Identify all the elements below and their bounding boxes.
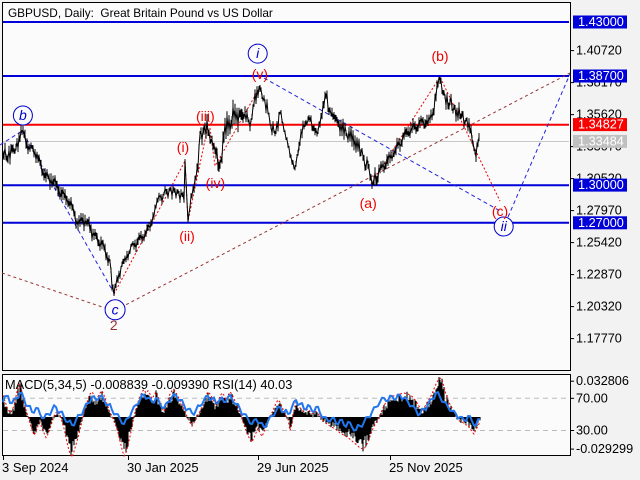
svg-text:ii: ii	[501, 218, 508, 234]
svg-text:2: 2	[110, 317, 118, 333]
svg-text:(ii): (ii)	[179, 228, 195, 244]
svg-text:i: i	[256, 45, 260, 61]
svg-text:1.40720: 1.40720	[576, 44, 622, 58]
svg-text:1.43000: 1.43000	[578, 15, 624, 29]
svg-text:(iii): (iii)	[196, 108, 215, 124]
svg-text:MACD(5,34,5) -0.008839 -0.0093: MACD(5,34,5) -0.008839 -0.009390 RSI(14)…	[5, 377, 292, 392]
svg-text:(a): (a)	[360, 195, 377, 211]
svg-text:(b): (b)	[431, 48, 448, 64]
svg-text:3 Sep 2024: 3 Sep 2024	[2, 460, 69, 475]
svg-text:1.20320: 1.20320	[576, 300, 622, 314]
svg-text:1.30000: 1.30000	[578, 178, 624, 192]
svg-text:30.00: 30.00	[576, 424, 608, 438]
svg-text:1.27000: 1.27000	[578, 216, 624, 230]
svg-text:1.38700: 1.38700	[578, 69, 624, 83]
svg-text:1.34827: 1.34827	[578, 118, 624, 132]
svg-text:c: c	[112, 302, 119, 318]
svg-text:1.22870: 1.22870	[576, 268, 622, 282]
svg-text:70.00: 70.00	[576, 391, 608, 405]
svg-text:30 Jan 2025: 30 Jan 2025	[127, 460, 199, 475]
svg-text:-0.029299: -0.029299	[576, 442, 633, 456]
svg-text:(iv): (iv)	[206, 175, 225, 191]
svg-text:1.17770: 1.17770	[576, 332, 622, 346]
svg-text:b: b	[19, 107, 27, 123]
svg-text:(i): (i)	[177, 139, 189, 155]
svg-text:GBPUSD, Daily: Great Britain: GBPUSD, Daily: Great Britain Pound vs US…	[8, 6, 273, 20]
svg-text:1.27970: 1.27970	[576, 204, 622, 218]
svg-text:(c): (c)	[492, 203, 508, 219]
svg-text:29 Jun 2025: 29 Jun 2025	[257, 460, 329, 475]
svg-text:25 Nov 2025: 25 Nov 2025	[389, 460, 463, 475]
svg-text:0.032806: 0.032806	[576, 374, 629, 388]
svg-text:1.25420: 1.25420	[576, 236, 622, 250]
svg-text:(v): (v)	[252, 66, 268, 82]
svg-text:1.33484: 1.33484	[578, 134, 624, 148]
